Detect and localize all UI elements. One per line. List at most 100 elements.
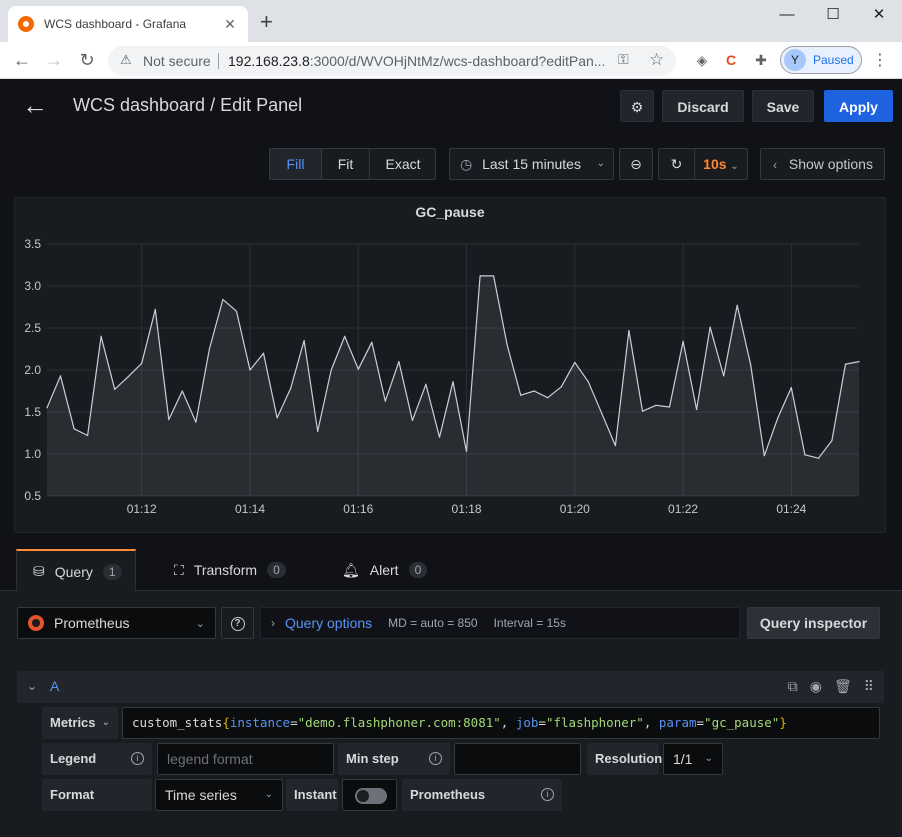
- metrics-label: Metrics ⌄: [42, 707, 118, 739]
- duplicate-icon[interactable]: ⧉: [787, 678, 798, 694]
- fit-option[interactable]: Fit: [337, 156, 354, 172]
- instant-toggle[interactable]: [355, 788, 387, 804]
- data-point: [506, 344, 508, 346]
- info-icon[interactable]: i: [131, 752, 144, 765]
- chevron-down-icon[interactable]: ⌄: [101, 717, 110, 728]
- extension-c-icon[interactable]: C: [725, 52, 737, 68]
- key-icon[interactable]: ⚿: [618, 51, 629, 67]
- format-select[interactable]: Time series ⌄: [155, 779, 283, 811]
- query-inspector-button[interactable]: Query inspector: [747, 607, 880, 639]
- tab-query[interactable]: ⛁ Query 1: [16, 549, 136, 592]
- maximize-icon[interactable]: ☐: [826, 6, 840, 23]
- refresh-button[interactable]: ↻: [659, 149, 694, 179]
- address-bar[interactable]: ⚠ Not secure 192.168.23.8:3000/d/WVOHjNt…: [108, 46, 676, 76]
- data-point: [777, 417, 779, 419]
- query-options[interactable]: › Query options MD = auto = 850 Interval…: [260, 607, 740, 639]
- clock-icon: ◷: [460, 156, 473, 172]
- browser-menu-icon[interactable]: ⋮: [872, 52, 888, 69]
- exact-option[interactable]: Exact: [385, 156, 421, 172]
- close-tab-icon[interactable]: ✕: [224, 15, 236, 32]
- data-point: [438, 436, 441, 438]
- url-host: 192.168.23.8: [228, 53, 310, 69]
- tab-transform[interactable]: ⛶ Transform 0: [158, 549, 302, 591]
- zoom-out-button[interactable]: ⊖: [619, 148, 653, 180]
- data-point: [357, 368, 359, 370]
- zoom-out-icon: ⊖: [630, 156, 642, 172]
- data-point: [844, 363, 847, 365]
- tab-alert[interactable]: 🔔︎ Alert 0: [326, 549, 443, 591]
- query-ref-id[interactable]: A: [50, 678, 60, 694]
- data-point: [831, 439, 833, 442]
- settings-button[interactable]: ⚙: [620, 90, 654, 122]
- new-tab-icon[interactable]: +: [260, 9, 273, 34]
- apply-button[interactable]: Apply: [824, 90, 893, 122]
- query-tabbar: ⛁ Query 1 ⛶ Transform 0 🔔︎ Alert 0: [0, 549, 902, 592]
- datasource-help-button[interactable]: ?: [221, 607, 254, 639]
- info-icon[interactable]: i: [429, 752, 442, 765]
- datasource-select[interactable]: Prometheus ⌄: [17, 607, 216, 639]
- data-point: [465, 450, 468, 453]
- data-point: [168, 418, 170, 421]
- data-point: [100, 335, 102, 337]
- expr-equals: =: [538, 715, 546, 730]
- segment-divider: [369, 149, 370, 179]
- browser-tab[interactable]: WCS dashboard - Grafana ✕: [8, 6, 248, 42]
- fill-option[interactable]: Fill: [270, 149, 321, 179]
- data-point: [587, 381, 589, 383]
- save-button[interactable]: Save: [752, 90, 814, 122]
- metrics-query-input[interactable]: custom_stats{instance="demo.flashphoner.…: [122, 707, 880, 739]
- page-title: WCS dashboard / Edit Panel: [73, 95, 303, 115]
- resolution-select[interactable]: 1/1 ⌄: [663, 743, 723, 775]
- legend-format-input[interactable]: legend format: [157, 743, 334, 775]
- extension-shield-icon[interactable]: ◈: [696, 52, 708, 68]
- series-area-fill: [47, 275, 859, 496]
- bookmark-star-icon[interactable]: ☆: [649, 50, 665, 69]
- expr-label-value: "demo.flashphoner.com:8081": [297, 715, 501, 730]
- collapse-chevron-icon[interactable]: ⌄: [27, 679, 38, 693]
- data-point: [614, 445, 617, 447]
- instant-label: Instant: [286, 779, 338, 811]
- data-point: [384, 400, 386, 402]
- expr-comma: ,: [643, 715, 659, 730]
- prometheus-icon: [28, 615, 44, 631]
- security-label[interactable]: Not secure: [143, 53, 211, 69]
- data-point: [533, 390, 535, 392]
- reload-icon[interactable]: ↻: [79, 50, 95, 70]
- gear-icon: ⚙: [630, 99, 644, 115]
- back-icon[interactable]: ←: [13, 50, 31, 70]
- forward-icon[interactable]: →: [45, 50, 63, 70]
- expr-function: custom_stats: [132, 715, 223, 730]
- data-point: [46, 407, 48, 409]
- time-range-label: Last 15 minutes: [482, 156, 581, 172]
- drag-handle-icon[interactable]: ⠿: [863, 678, 874, 694]
- refresh-icon: ↻: [670, 156, 683, 172]
- info-icon[interactable]: i: [541, 788, 554, 801]
- show-options-button[interactable]: ‹ Show options: [760, 148, 885, 180]
- minimize-icon[interactable]: —: [779, 6, 795, 23]
- y-tick-label: 1.5: [24, 405, 41, 419]
- refresh-interval-select[interactable]: 10s ⌄: [695, 149, 747, 179]
- resolution-label: Resolution: [587, 743, 662, 775]
- help-icon: ?: [230, 616, 245, 631]
- data-point: [736, 304, 738, 306]
- profile-button[interactable]: Y Paused: [780, 46, 862, 74]
- x-tick-label: 01:16: [343, 502, 373, 516]
- url-text[interactable]: 192.168.23.8:3000/d/WVOHjNtMz/wcs-dashbo…: [228, 53, 605, 69]
- eye-icon[interactable]: ◉: [809, 678, 822, 694]
- back-arrow-icon[interactable]: ←: [22, 90, 48, 120]
- query-row-header[interactable]: ⌄ A ⧉ ◉ 🗑︎ ⠿: [17, 671, 884, 703]
- data-point: [547, 397, 549, 399]
- chevron-left-icon: ‹: [773, 158, 777, 172]
- min-step-input[interactable]: [454, 743, 581, 775]
- discard-button[interactable]: Discard: [662, 90, 744, 122]
- trash-icon[interactable]: 🗑︎: [833, 678, 852, 694]
- extensions-puzzle-icon[interactable]: ✚: [755, 52, 767, 68]
- window-close-icon[interactable]: ✕: [872, 6, 886, 23]
- tab-alert-label: Alert: [369, 562, 399, 578]
- expr-brace-open: {: [222, 715, 230, 730]
- chevron-down-icon: ⌄: [704, 753, 713, 764]
- time-range-picker[interactable]: ◷ Last 15 minutes ⌄: [449, 148, 614, 180]
- data-point: [114, 388, 116, 390]
- y-tick-label: 2.5: [24, 321, 41, 335]
- warning-icon[interactable]: ⚠: [120, 52, 132, 67]
